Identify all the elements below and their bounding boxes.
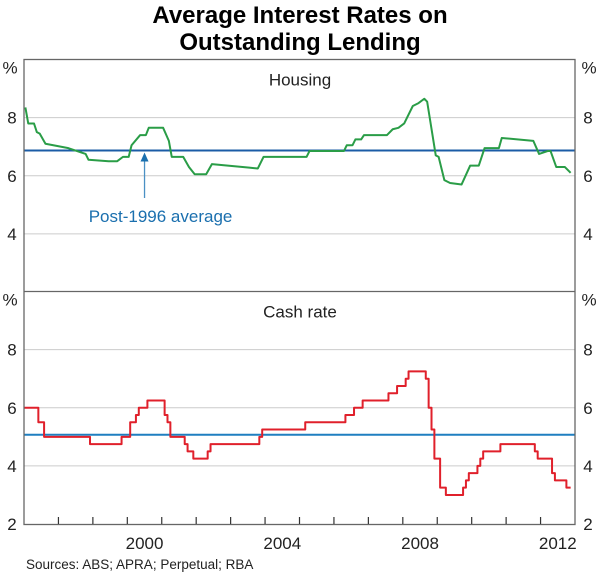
y-tick-label-right: 8 <box>583 109 592 128</box>
source-note: Sources: ABS; APRA; Perpetual; RBA <box>26 557 253 572</box>
y-unit-label-left: % <box>2 59 17 78</box>
y-tick-label-left: 4 <box>7 457 16 476</box>
x-tick-label: 2008 <box>401 534 439 553</box>
y-tick-label-right: 2 <box>583 515 592 534</box>
y-tick-label-left: 8 <box>7 109 16 128</box>
housing-rate-line <box>24 97 572 186</box>
chart-title-line-1: Average Interest Rates on <box>152 2 447 29</box>
y-tick-label-left: 2 <box>7 515 16 534</box>
y-tick-label-left: 6 <box>7 167 16 186</box>
y-tick-label-right: 6 <box>583 399 592 418</box>
plot-area: 4 4 6 6 8 8% % Housing Post-1996 average 2 2 4 4 6 6 8 8… <box>2 59 596 554</box>
x-tick-label: 2000 <box>126 534 164 553</box>
y-unit-label-right: % <box>581 59 596 78</box>
y-tick-label-left: 8 <box>7 341 16 360</box>
cash-rate-line <box>24 370 571 496</box>
annotation-label: Post-1996 average <box>89 207 233 226</box>
y-tick-label-right: 4 <box>583 457 592 476</box>
x-tick-label: 2004 <box>263 534 301 553</box>
panel-title: Housing <box>269 71 331 90</box>
panel-title: Cash rate <box>263 303 337 322</box>
x-tick-label: 2012 <box>539 534 577 553</box>
y-tick-label-left: 4 <box>7 225 16 244</box>
chart-title-line-2: Outstanding Lending <box>179 29 420 56</box>
y-tick-label-right: 4 <box>583 225 592 244</box>
y-tick-label-left: 6 <box>7 399 16 418</box>
y-unit-label-right: % <box>581 291 596 310</box>
y-tick-label-right: 8 <box>583 341 592 360</box>
y-tick-label-right: 6 <box>583 167 592 186</box>
y-unit-label-left: % <box>2 291 17 310</box>
annotation-arrow-head <box>140 152 149 162</box>
